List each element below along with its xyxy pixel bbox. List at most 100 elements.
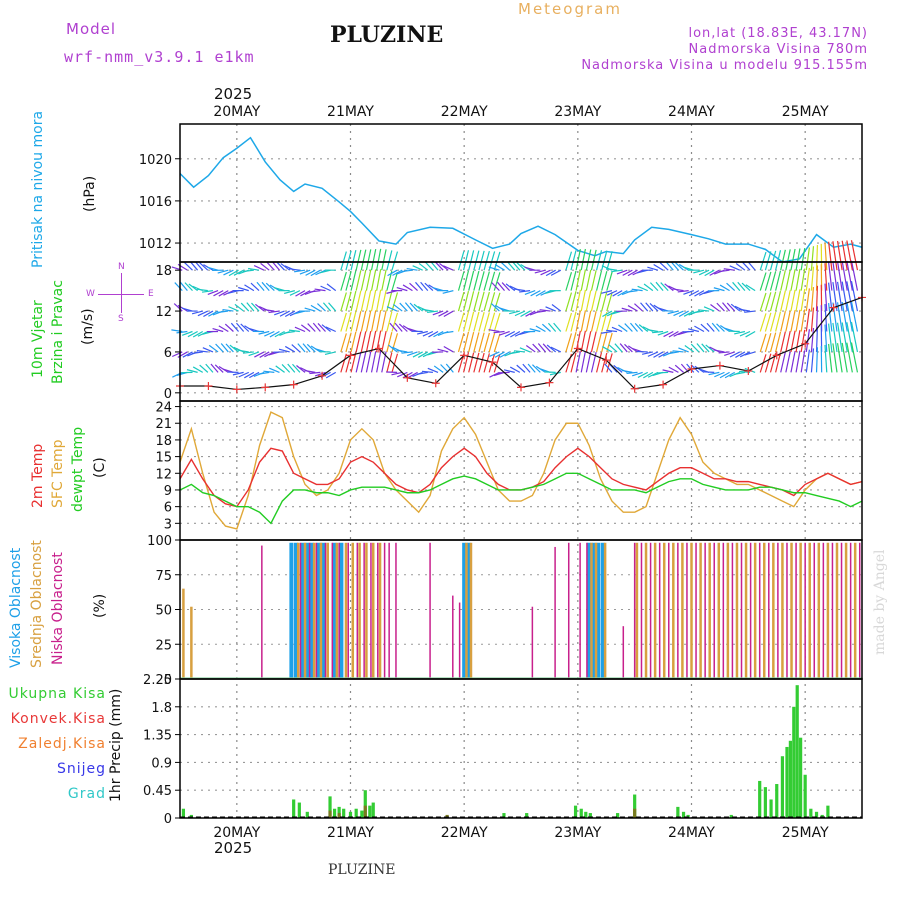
wind-arrow xyxy=(300,290,311,297)
wind-arrow xyxy=(550,269,562,276)
wind-arrow xyxy=(234,303,245,312)
wind-arrow xyxy=(732,281,741,292)
low-cloud-bar xyxy=(315,542,318,679)
wind-arrow xyxy=(233,269,244,276)
wind-arrow xyxy=(493,333,501,353)
wind-arrow xyxy=(340,251,347,271)
wind-arrow xyxy=(428,330,439,338)
wind-arrow xyxy=(539,309,551,312)
wind-arrow xyxy=(421,370,433,373)
wind-arrow xyxy=(841,322,848,353)
wind-arrow xyxy=(381,249,387,271)
wind-arrow xyxy=(667,351,679,355)
wind-arrow xyxy=(534,310,546,314)
wind-arrow xyxy=(723,268,735,271)
low-cloud-bar xyxy=(395,542,397,679)
wind-arrow xyxy=(815,244,819,271)
total-rain-bar xyxy=(820,814,824,818)
low-cloud-bar xyxy=(686,542,688,679)
total-rain-bar xyxy=(332,808,337,818)
wind-arrow xyxy=(212,327,224,333)
wind-arrow xyxy=(694,290,705,297)
wind-arrow xyxy=(565,312,573,332)
wind-arrow xyxy=(522,363,531,373)
total-rain-bar xyxy=(502,813,506,818)
wind-arrow xyxy=(386,352,393,373)
mid-cloud-bar xyxy=(853,542,857,679)
wind-arrow xyxy=(370,269,377,291)
wind-arrow xyxy=(199,262,209,271)
wind-arrow xyxy=(463,331,470,353)
low-cloud-bar xyxy=(356,542,359,679)
wind-arrow xyxy=(828,323,833,353)
wind-arrow xyxy=(841,301,848,332)
wind-arrow xyxy=(483,332,490,353)
date-label-bottom: 20MAY xyxy=(213,825,260,841)
wind-arrow xyxy=(764,312,772,332)
total-rain-bar xyxy=(579,808,583,818)
y-tick-label: 15 xyxy=(155,451,172,466)
wind-arrow xyxy=(302,343,311,353)
wind-arrow xyxy=(254,351,265,358)
wind-arrow xyxy=(713,349,725,353)
low-cloud-bar xyxy=(840,542,843,679)
wind-arrow xyxy=(192,330,204,338)
wind-arrow xyxy=(805,288,810,312)
wind-arrow xyxy=(370,351,377,373)
wind-arrow xyxy=(714,371,725,378)
low-cloud-bar xyxy=(586,542,588,679)
wind-arrow xyxy=(483,312,490,332)
wind-arrow xyxy=(832,241,838,271)
date-label-top: 23MAY xyxy=(554,104,601,120)
mid-cloud-bar xyxy=(319,542,323,679)
wind-arrow xyxy=(619,343,628,353)
wind-arrow xyxy=(634,322,644,332)
wind-arrow xyxy=(424,261,434,271)
wind-arrow xyxy=(647,329,659,333)
wind-arrow xyxy=(795,248,801,271)
wind-arrow xyxy=(205,363,214,373)
mid-cloud-bar xyxy=(371,542,375,679)
wind-arrow xyxy=(280,263,291,271)
wind-arrow xyxy=(416,371,428,375)
wind-arrow xyxy=(238,286,249,292)
wind-arrow xyxy=(510,330,521,338)
low-cloud-bar xyxy=(858,542,861,679)
date-label-bottom: 23MAY xyxy=(554,825,601,841)
wind-gust-marker xyxy=(431,379,440,388)
wind-arrow xyxy=(613,364,623,373)
mid-cloud-bar xyxy=(296,542,300,679)
wind-arrow xyxy=(370,330,377,353)
model-elevation-label: Nadmorska Visina u modelu 915.155m xyxy=(581,58,868,73)
wind-arrow xyxy=(580,351,586,373)
wind-gust-marker xyxy=(232,385,241,394)
total-rain-bar xyxy=(826,805,830,818)
low-cloud-bar xyxy=(261,545,263,679)
wind-arrow xyxy=(402,284,413,292)
wind-arrow xyxy=(350,249,357,271)
wind-arrow xyxy=(388,344,398,353)
wind-arrow xyxy=(675,262,684,271)
wind-arrow xyxy=(468,352,475,373)
wind-arrow xyxy=(850,260,859,291)
wind-arrow xyxy=(488,312,496,332)
total-rain-bar xyxy=(785,746,789,818)
wind-arrow xyxy=(376,289,382,312)
wind-gust-marker xyxy=(801,339,810,348)
y-tick-label: 1020 xyxy=(139,153,172,168)
wind-arrow xyxy=(747,261,756,271)
high-cloud-bar xyxy=(462,542,467,679)
wind-arrow xyxy=(744,310,756,313)
wind-arrow xyxy=(253,265,265,271)
low-cloud-bar xyxy=(668,542,670,679)
total-rain-bar xyxy=(780,756,785,818)
wind-arrow xyxy=(815,326,819,352)
mid-cloud-bar xyxy=(708,542,711,679)
wind-arrow xyxy=(190,261,199,271)
wind-arrow xyxy=(606,290,618,296)
wind-arrow xyxy=(674,364,684,373)
wind-arrow xyxy=(195,261,204,271)
wind-arrow xyxy=(535,290,546,297)
wind-arrow xyxy=(634,303,644,312)
wind-arrow xyxy=(304,369,316,373)
